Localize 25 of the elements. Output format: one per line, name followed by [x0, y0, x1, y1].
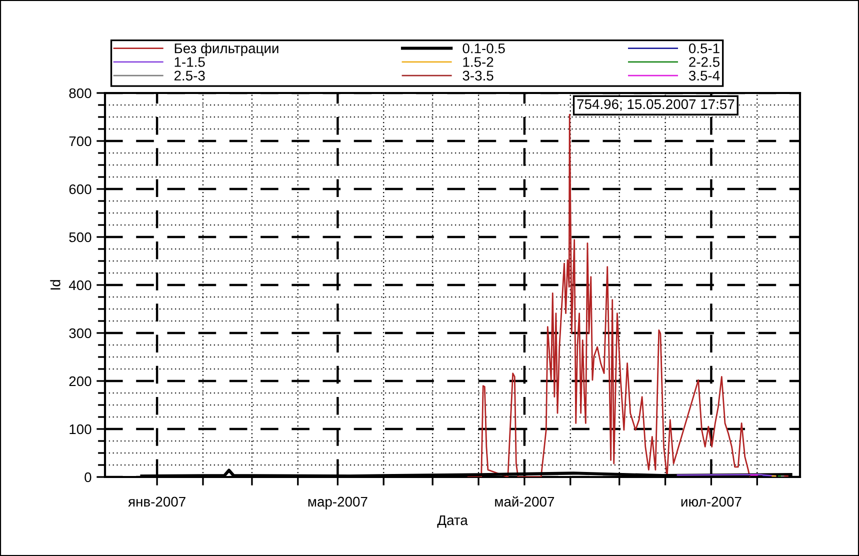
- y-tick-label: 300: [69, 328, 92, 338]
- y-tick-label: 600: [69, 184, 92, 194]
- x-tick-label: май-2007: [495, 496, 554, 507]
- annotation: 754.96; 15.05.2007 17:57: [577, 99, 734, 111]
- x-tick-label: июл-2007: [681, 496, 742, 507]
- legend-label: 0.5-1: [688, 43, 720, 54]
- legend-label: 2-2.5: [689, 57, 720, 67]
- y-tick-label: 400: [68, 280, 92, 290]
- x-tick-label: янв-2007: [128, 496, 186, 507]
- legend-label: 2.5-3: [174, 70, 205, 81]
- legend-label: 1.5-2: [463, 57, 494, 67]
- y-tick-label: 500: [69, 232, 92, 242]
- legend-label: 0.1-0.5: [462, 43, 505, 54]
- y-tick-label: 0: [84, 472, 92, 482]
- legend-label: 1-1.5: [174, 57, 205, 67]
- y-tick-label: 100: [70, 424, 92, 434]
- legend-label: Без фильтрации: [174, 43, 278, 56]
- x-tick-label: мар-2007: [308, 496, 368, 510]
- legend-label: 3.5-4: [688, 70, 720, 81]
- x-axis-title: Дата: [437, 515, 468, 528]
- y-axis-title: Id: [50, 280, 60, 290]
- y-tick-label: 800: [69, 88, 92, 98]
- legend-label: 3-3.5: [462, 70, 494, 81]
- y-tick-label: 200: [69, 376, 92, 386]
- y-tick-label: 700: [69, 136, 92, 146]
